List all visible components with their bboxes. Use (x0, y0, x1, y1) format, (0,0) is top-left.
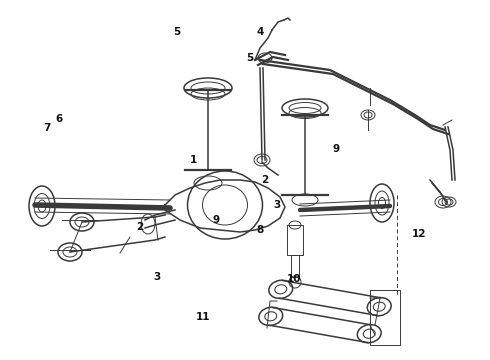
Text: 3: 3 (153, 272, 160, 282)
Text: 9: 9 (212, 215, 219, 225)
Text: 10: 10 (287, 274, 301, 284)
Text: 12: 12 (412, 229, 426, 239)
Text: 1: 1 (190, 155, 197, 165)
Text: 2: 2 (261, 175, 268, 185)
Text: 6: 6 (55, 114, 62, 124)
Text: 11: 11 (196, 312, 211, 322)
Text: 5: 5 (173, 27, 180, 37)
Text: 3: 3 (273, 200, 280, 210)
Text: 7: 7 (43, 123, 50, 133)
Text: 2: 2 (136, 222, 143, 232)
Text: 8: 8 (256, 225, 263, 235)
Text: 9: 9 (332, 144, 339, 154)
Text: 5: 5 (246, 53, 253, 63)
Text: 4: 4 (256, 27, 264, 37)
